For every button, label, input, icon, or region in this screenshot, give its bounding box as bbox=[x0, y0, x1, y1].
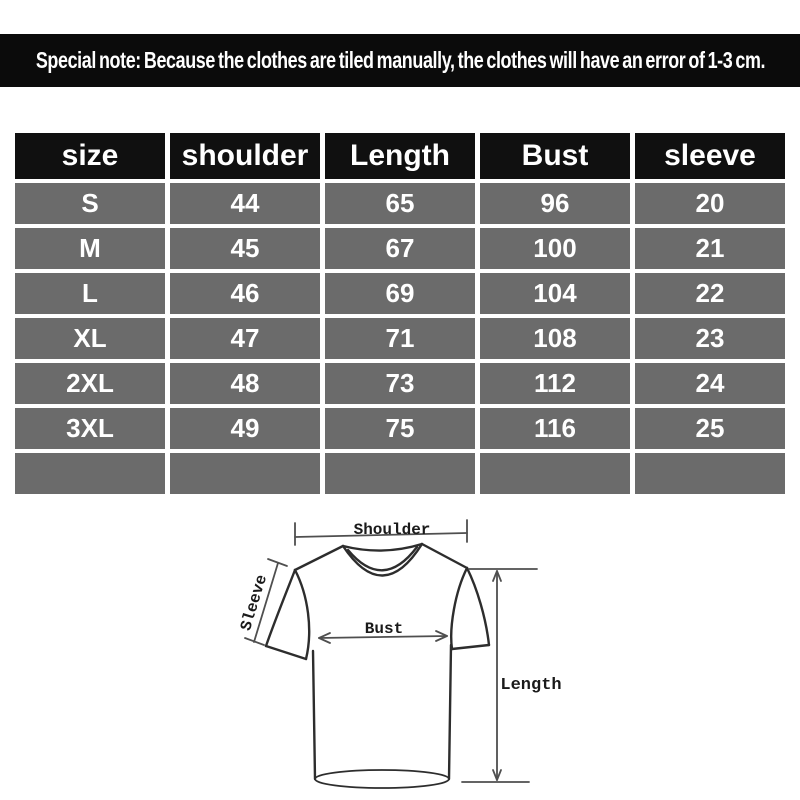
sleeve-cell: 22 bbox=[635, 273, 785, 314]
column-header-size: size bbox=[15, 133, 165, 179]
special-note-banner: Special note: Because the clothes are ti… bbox=[0, 34, 800, 87]
tshirt-outline bbox=[264, 542, 491, 789]
bust-cell: 100 bbox=[480, 228, 630, 269]
table-empty-row bbox=[15, 453, 785, 494]
shoulder-dimension-line bbox=[294, 519, 468, 546]
table-row: S 44 65 96 20 bbox=[15, 183, 785, 224]
length-cell: 73 bbox=[325, 363, 475, 404]
size-cell: M bbox=[15, 228, 165, 269]
shoulder-cell: 46 bbox=[170, 273, 320, 314]
table-row: M 45 67 100 21 bbox=[15, 228, 785, 269]
hem-ellipse bbox=[314, 769, 450, 789]
length-label: Length bbox=[500, 676, 561, 695]
sleeve-cell: 25 bbox=[635, 408, 785, 449]
bust-dimension-line bbox=[318, 630, 448, 644]
shoulder-cell: 48 bbox=[170, 363, 320, 404]
column-header-sleeve: sleeve bbox=[635, 133, 785, 179]
length-cell: 67 bbox=[325, 228, 475, 269]
size-cell: L bbox=[15, 273, 165, 314]
table-header-row: size shoulder Length Bust sleeve bbox=[15, 133, 785, 179]
sleeve-cell: 23 bbox=[635, 318, 785, 359]
sleeve-cell: 24 bbox=[635, 363, 785, 404]
sleeve-dimension-line bbox=[244, 558, 288, 646]
length-cell: 69 bbox=[325, 273, 475, 314]
size-cell: S bbox=[15, 183, 165, 224]
size-chart-table: size shoulder Length Bust sleeve S 44 65… bbox=[10, 129, 790, 498]
shoulder-label: Shoulder bbox=[354, 521, 431, 539]
size-cell: XL bbox=[15, 318, 165, 359]
bust-cell: 116 bbox=[480, 408, 630, 449]
column-header-shoulder: shoulder bbox=[170, 133, 320, 179]
tshirt-measurement-diagram: Shoulder Sleeve Bust Length bbox=[237, 519, 562, 789]
empty-cell bbox=[325, 453, 475, 494]
bust-cell: 96 bbox=[480, 183, 630, 224]
table-row: L 46 69 104 22 bbox=[15, 273, 785, 314]
length-cell: 71 bbox=[325, 318, 475, 359]
shoulder-cell: 44 bbox=[170, 183, 320, 224]
table-row: 2XL 48 73 112 24 bbox=[15, 363, 785, 404]
special-note-text: Special note: Because the clothes are ti… bbox=[35, 47, 765, 73]
bust-label: Bust bbox=[365, 620, 403, 638]
empty-cell bbox=[480, 453, 630, 494]
bust-cell: 108 bbox=[480, 318, 630, 359]
size-cell: 2XL bbox=[15, 363, 165, 404]
size-cell: 3XL bbox=[15, 408, 165, 449]
empty-cell bbox=[170, 453, 320, 494]
shoulder-cell: 49 bbox=[170, 408, 320, 449]
bust-cell: 104 bbox=[480, 273, 630, 314]
length-dimension-line bbox=[461, 568, 538, 783]
shoulder-cell: 47 bbox=[170, 318, 320, 359]
shoulder-cell: 45 bbox=[170, 228, 320, 269]
table-row: 3XL 49 75 116 25 bbox=[15, 408, 785, 449]
column-header-bust: Bust bbox=[480, 133, 630, 179]
empty-cell bbox=[15, 453, 165, 494]
sleeve-cell: 21 bbox=[635, 228, 785, 269]
length-cell: 65 bbox=[325, 183, 475, 224]
empty-cell bbox=[635, 453, 785, 494]
bust-cell: 112 bbox=[480, 363, 630, 404]
length-cell: 75 bbox=[325, 408, 475, 449]
sleeve-cell: 20 bbox=[635, 183, 785, 224]
column-header-length: Length bbox=[325, 133, 475, 179]
table-row: XL 47 71 108 23 bbox=[15, 318, 785, 359]
